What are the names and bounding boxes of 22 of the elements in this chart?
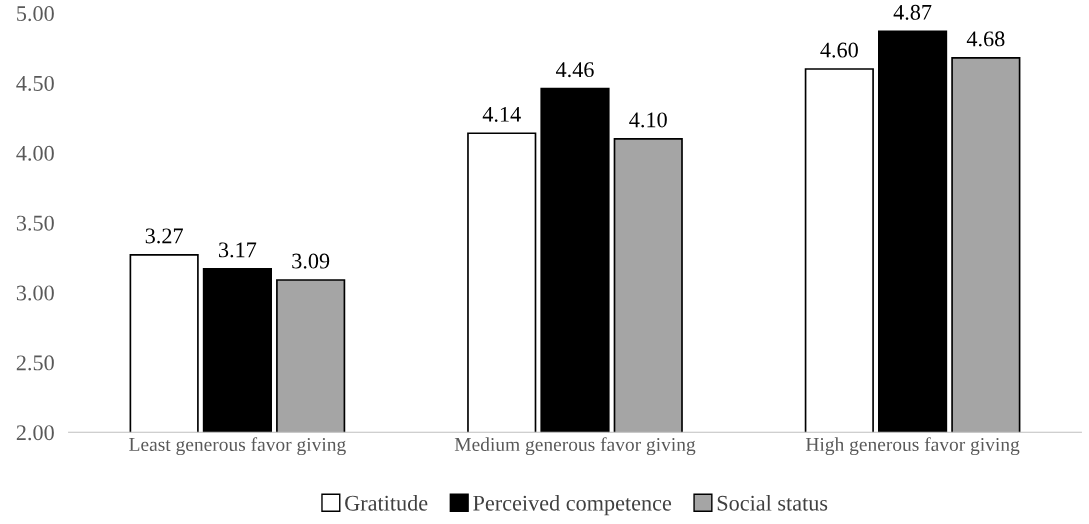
legend-label: Gratitude <box>345 495 428 511</box>
data-label: 4.60 <box>820 42 858 58</box>
data-label: 3.09 <box>292 253 330 269</box>
data-label: 3.17 <box>219 242 257 258</box>
data-label: 4.87 <box>893 4 932 20</box>
legend-label: Perceived competence <box>473 495 672 516</box>
y-tick-label: 3.50 <box>16 215 54 231</box>
y-tick-label: 4.50 <box>16 75 54 91</box>
y-tick-label: 4.00 <box>16 145 54 161</box>
data-label: 3.27 <box>145 228 183 244</box>
data-label: 4.14 <box>482 106 521 122</box>
y-tick-label: 3.00 <box>16 285 54 301</box>
legend-label: Social status <box>717 495 828 511</box>
y-tick-label: 2.50 <box>16 355 54 371</box>
data-label: 4.68 <box>966 31 1005 47</box>
y-tick-label: 2.00 <box>16 425 54 441</box>
y-tick-label: 5.00 <box>17 6 54 22</box>
x-tick-label: High generous favor giving <box>805 437 1020 456</box>
x-tick-label: Least generous favor giving <box>129 437 346 456</box>
data-label: 4.46 <box>555 62 594 78</box>
x-tick-label: Medium generous favor giving <box>454 437 696 456</box>
data-label: 4.10 <box>629 112 667 128</box>
